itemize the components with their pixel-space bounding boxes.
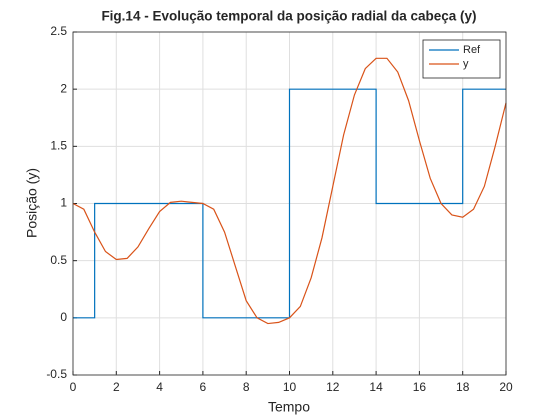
y-tick-label: 0.5 (50, 253, 67, 267)
series-line (73, 88, 506, 319)
y-tick-label: 1 (60, 196, 67, 210)
x-tick-label: 12 (326, 380, 340, 394)
y-tick-label: 2.5 (50, 24, 67, 38)
y-tick-label: 0 (60, 310, 67, 324)
legend-label: Ref (463, 44, 481, 56)
axes-box (72, 31, 507, 376)
x-tick-label: 2 (113, 380, 120, 394)
y-tick-label: -0.5 (46, 367, 67, 381)
series-line (72, 57, 507, 325)
x-tick-label: 16 (413, 380, 427, 394)
x-tick-label: 18 (456, 380, 470, 394)
legend-label: y (463, 58, 469, 70)
x-axis-label: Tempo (268, 399, 310, 415)
y-tick-label: 2 (60, 81, 67, 95)
x-tick-label: 10 (283, 380, 297, 394)
x-tick-label: 4 (156, 380, 163, 394)
x-tick-label: 6 (200, 380, 207, 394)
x-tick-label: 8 (243, 380, 250, 394)
x-tick-label: 20 (499, 380, 513, 394)
x-tick-label: 14 (369, 380, 383, 394)
x-tick-label: 0 (70, 380, 77, 394)
chart-title: Fig.14 - Evolução temporal da posição ra… (101, 9, 476, 24)
y-tick-label: 1.5 (50, 139, 67, 153)
y-axis-label: Posição (y) (24, 168, 40, 238)
legend-box (422, 39, 501, 79)
